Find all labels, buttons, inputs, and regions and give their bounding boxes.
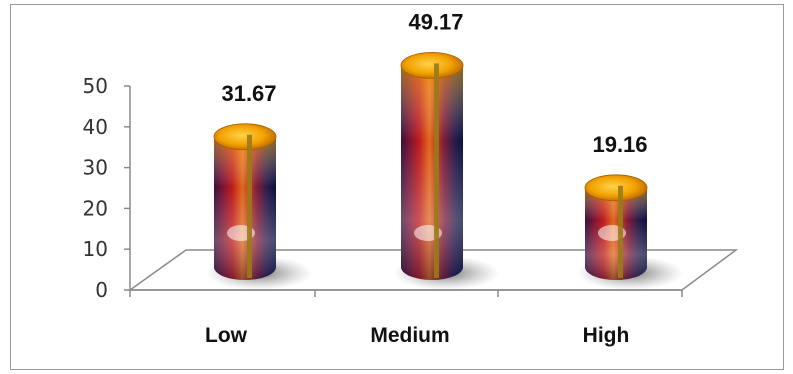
bar-band — [434, 63, 439, 278]
bar-low — [206, 123, 312, 290]
category-label: Low — [205, 324, 248, 347]
y-tick-label: 10 — [83, 237, 108, 261]
y-axis: 0 10 20 30 40 50 — [83, 74, 131, 302]
bar-medium — [393, 51, 499, 290]
bar-top-cap — [584, 174, 648, 202]
bar-top-cap — [400, 51, 464, 79]
bar-top-cap — [213, 123, 277, 151]
chart-frame — [10, 4, 784, 370]
bar-shading — [401, 65, 463, 280]
labels: 31.67 Low 49.17 Medium 19.16 High — [205, 9, 648, 347]
bar-band — [247, 134, 252, 278]
y-tick-label: 50 — [83, 74, 108, 98]
category-label: Medium — [370, 324, 449, 347]
y-tick-label: 20 — [83, 196, 108, 220]
bar-band — [618, 185, 623, 278]
bars — [206, 51, 683, 290]
data-label: 19.16 — [592, 132, 647, 157]
data-label: 31.67 — [221, 81, 276, 106]
y-tick-label: 30 — [83, 156, 108, 180]
bar-high — [577, 174, 683, 290]
category-label: High — [583, 324, 630, 347]
bar-shading — [214, 136, 276, 280]
y-tick-label: 40 — [83, 115, 108, 139]
y-tick-label: 0 — [95, 278, 108, 302]
data-label: 49.17 — [408, 9, 463, 34]
